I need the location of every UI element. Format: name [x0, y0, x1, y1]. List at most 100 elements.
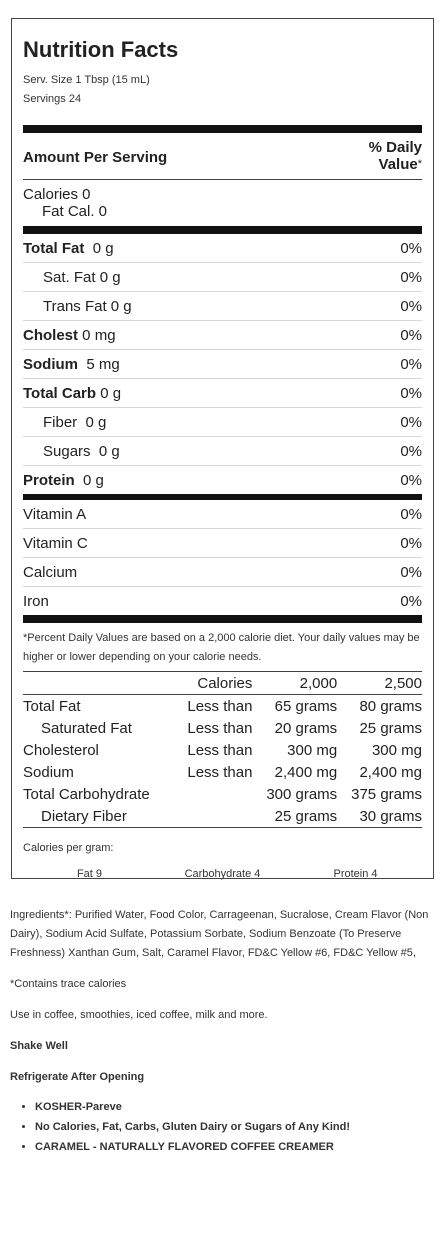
- feature-item: No Calories, Fat, Carbs, Gluten Dairy or…: [35, 1117, 435, 1137]
- nutrient-name: Protein 0 g: [23, 472, 104, 489]
- nutrient-amount: 0 g: [84, 239, 114, 257]
- table-cell: 375 grams: [351, 785, 422, 803]
- nutrient-daily-value: 0%: [400, 268, 422, 286]
- daily-values-footnote: *Percent Daily Values are based on a 2,0…: [23, 632, 420, 663]
- table-cell: Less than: [187, 741, 253, 759]
- table-cell: Less than: [187, 763, 253, 781]
- table-cell: [174, 805, 253, 828]
- table-cell: 30 grams: [337, 805, 422, 828]
- nutrient-amount: Trans Fat 0 g: [43, 297, 132, 315]
- fat-per-gram: Fat 9: [76, 868, 103, 880]
- vitamin-row: Vitamin C 0%: [23, 529, 422, 558]
- nutrient-row: Sodium 5 mg 0%: [23, 350, 422, 379]
- nutrient-row: Total Carb 0 g 0%: [23, 379, 422, 408]
- table-cell: 300 grams: [266, 785, 338, 803]
- divider-thin: [23, 671, 422, 672]
- table-cell: 25 grams: [252, 805, 338, 828]
- nutrient-name: Cholest 0 mg: [23, 327, 116, 344]
- nutrient-name: Total Carb 0 g: [23, 385, 121, 402]
- table-row: Saturated Fat Less than 20 grams 25 grams: [23, 717, 422, 739]
- table-row: Dietary Fiber 25 grams 30 grams: [23, 805, 422, 828]
- nutrient-daily-value: 0%: [400, 413, 422, 431]
- nutrient-name: Total Fat 0 g: [23, 240, 114, 257]
- ingredients-text: Ingredients*: Purified Water, Food Color…: [10, 909, 429, 959]
- daily-value-asterisk: *: [417, 158, 422, 170]
- table-cell: Cholesterol: [23, 741, 99, 759]
- nutrient-row: Trans Fat 0 g 0%: [23, 292, 422, 321]
- nutrient-name: Sugars 0 g: [23, 443, 120, 460]
- table-cell: 300 mg: [371, 741, 422, 759]
- daily-value-line-1: % Daily: [368, 139, 422, 156]
- protein-per-gram: Protein 4: [333, 868, 378, 880]
- product-details: Ingredients*: Purified Water, Food Color…: [10, 906, 435, 1157]
- nutrient-row: Sugars 0 g 0%: [23, 437, 422, 466]
- nutrient-row: Fiber 0 g 0%: [23, 408, 422, 437]
- daily-value-line-2: Value: [378, 156, 418, 173]
- nutrient-amount: Fiber 0 g: [43, 413, 107, 431]
- vitamin-daily-value: 0%: [400, 505, 422, 523]
- serving-size: Serv. Size 1 Tbsp (15 mL): [23, 74, 150, 86]
- trace-calories-note: *Contains trace calories: [10, 978, 127, 990]
- calories-per-gram-values: Fat 9 Carbohydrate 4 Protein 4: [23, 868, 422, 880]
- table-cell: Total Carbohydrate: [23, 785, 150, 803]
- nutrient-amount: 0 g: [96, 384, 122, 402]
- table-cell: Less than: [187, 697, 253, 715]
- table-cell: 80 grams: [359, 697, 422, 715]
- table-header-cell: 2,000: [252, 672, 338, 695]
- nutrient-bold-name: Total Carb: [23, 384, 97, 402]
- vitamin-name: Vitamin A: [23, 505, 87, 523]
- daily-value-header: % Daily Value*: [369, 139, 422, 173]
- table-row: Sodium Less than 2,400 mg 2,400 mg: [23, 761, 422, 783]
- table-cell: 20 grams: [274, 719, 338, 737]
- calories: Calories 0: [23, 186, 91, 203]
- nutrient-row: Protein 0 g 0%: [23, 466, 422, 494]
- table-row: Total Fat Less than 65 grams 80 grams: [23, 695, 422, 718]
- vitamin-daily-value: 0%: [400, 534, 422, 552]
- panel-title: Nutrition Facts: [23, 37, 179, 62]
- nutrient-row: Total Fat 0 g 0%: [23, 234, 422, 263]
- divider-thick: [23, 125, 422, 133]
- vitamin-name: Iron: [23, 592, 49, 610]
- nutrient-bold-name: Cholest: [23, 326, 79, 344]
- nutrient-amount: 5 mg: [78, 355, 120, 373]
- refrigerate-text: Refrigerate After Opening: [10, 1071, 145, 1083]
- nutrient-daily-value: 0%: [400, 442, 422, 460]
- table-cell: 2,400 mg: [359, 763, 422, 781]
- nutrient-amount: 0 g: [74, 471, 104, 489]
- feature-item: CARAMEL - NATURALLY FLAVORED COFFEE CREA…: [35, 1137, 435, 1157]
- table-header-cell: [23, 672, 175, 695]
- nutrient-amount: Sat. Fat 0 g: [43, 268, 121, 286]
- nutrient-list: Total Fat 0 g 0% Sat. Fat 0 g 0% Trans Fat 0…: [23, 234, 422, 494]
- fat-calories: Fat Cal. 0: [42, 203, 108, 220]
- vitamin-list: Vitamin A 0% Vitamin C 0% Calcium 0% Iron 0%: [23, 500, 422, 615]
- table-cell: Saturated Fat: [41, 719, 132, 737]
- vitamin-row: Calcium 0%: [23, 558, 422, 587]
- table-cell: Sodium: [23, 763, 74, 781]
- table-cell: Total Fat: [23, 697, 81, 715]
- nutrient-name: Sodium 5 mg: [23, 356, 120, 373]
- vitamin-row: Vitamin A 0%: [23, 500, 422, 529]
- table-row: Total Carbohydrate 300 grams 375 grams: [23, 783, 422, 805]
- nutrient-daily-value: 0%: [400, 471, 422, 489]
- vitamin-name: Calcium: [23, 563, 78, 581]
- divider-medium: [23, 494, 422, 500]
- table-cell: Dietary Fiber: [23, 805, 175, 828]
- nutrient-row: Sat. Fat 0 g 0%: [23, 263, 422, 292]
- nutrient-daily-value: 0%: [400, 326, 422, 344]
- table-row: Cholesterol Less than 300 mg 300 mg: [23, 739, 422, 761]
- table-cell: [175, 783, 253, 805]
- nutrient-bold-name: Protein: [23, 471, 75, 489]
- nutrient-name: Fiber 0 g: [23, 414, 106, 431]
- carbohydrate-per-gram: Carbohydrate 4: [184, 868, 261, 880]
- vitamin-daily-value: 0%: [400, 563, 422, 581]
- table-cell: Less than: [187, 719, 253, 737]
- nutrient-bold-name: Sodium: [23, 355, 78, 373]
- nutrient-amount: Sugars 0 g: [43, 442, 120, 460]
- amount-per-serving-header: Amount Per Serving % Daily Value*: [23, 133, 422, 179]
- calories-block: Calories 0 Fat Cal. 0: [23, 180, 422, 226]
- nutrient-daily-value: 0%: [400, 297, 422, 315]
- table-cell: 300 mg: [287, 741, 338, 759]
- vitamin-row: Iron 0%: [23, 587, 422, 615]
- table-cell: 2,400 mg: [274, 763, 338, 781]
- table-cell: 25 grams: [359, 719, 422, 737]
